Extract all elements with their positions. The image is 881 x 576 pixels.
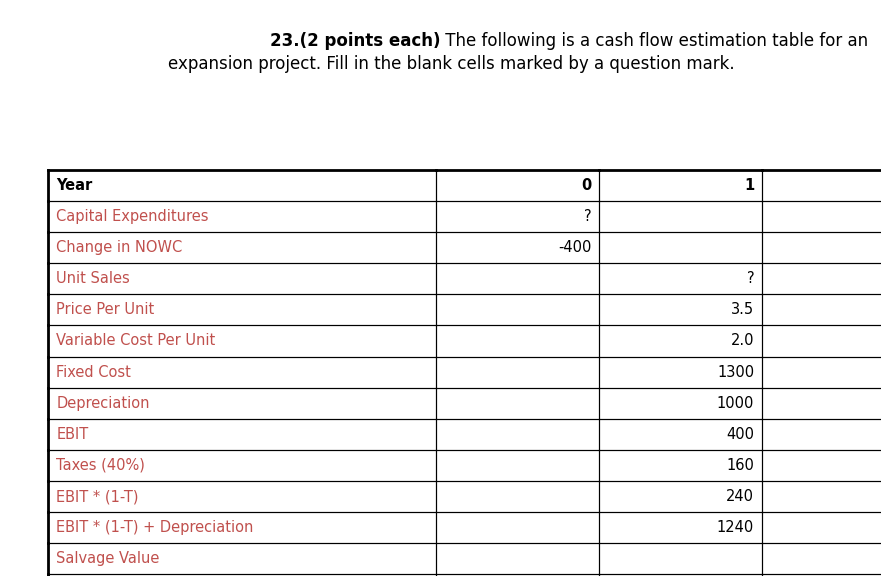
- Text: Unit Sales: Unit Sales: [56, 271, 130, 286]
- Text: expansion project. Fill in the blank cells marked by a question mark.: expansion project. Fill in the blank cel…: [147, 55, 734, 73]
- Text: ?: ?: [583, 209, 591, 224]
- Text: EBIT * (1-T): EBIT * (1-T): [56, 489, 139, 504]
- Text: Capital Expenditures: Capital Expenditures: [56, 209, 209, 224]
- Text: EBIT * (1-T) + Depreciation: EBIT * (1-T) + Depreciation: [56, 520, 254, 535]
- Text: -400: -400: [558, 240, 591, 255]
- Text: Variable Cost Per Unit: Variable Cost Per Unit: [56, 334, 216, 348]
- Text: 400: 400: [726, 427, 754, 442]
- Text: 1240: 1240: [717, 520, 754, 535]
- Text: ?: ?: [746, 271, 754, 286]
- Text: The following is a cash flow estimation table for an: The following is a cash flow estimation …: [440, 32, 869, 50]
- Text: 0: 0: [581, 178, 591, 193]
- Text: Fixed Cost: Fixed Cost: [56, 365, 131, 380]
- Text: 1300: 1300: [880, 365, 881, 380]
- Text: 1000: 1000: [880, 396, 881, 411]
- Text: 1300: 1300: [717, 365, 754, 380]
- Text: Taxes (40%): Taxes (40%): [56, 458, 145, 473]
- Text: Salvage Value: Salvage Value: [56, 551, 159, 566]
- Text: 3.5: 3.5: [731, 302, 754, 317]
- Text: Change in NOWC: Change in NOWC: [56, 240, 182, 255]
- Text: 160: 160: [726, 458, 754, 473]
- Text: EBIT: EBIT: [56, 427, 89, 442]
- Text: 1000: 1000: [717, 396, 754, 411]
- Text: 1600: 1600: [880, 271, 881, 286]
- Text: Depreciation: Depreciation: [56, 396, 150, 411]
- Text: Year: Year: [56, 178, 93, 193]
- Text: 1: 1: [744, 178, 754, 193]
- Text: 2.0: 2.0: [730, 334, 754, 348]
- Text: 23.(2 points each): 23.(2 points each): [270, 32, 440, 50]
- Text: Price Per Unit: Price Per Unit: [56, 302, 155, 317]
- Text: 240: 240: [726, 489, 754, 504]
